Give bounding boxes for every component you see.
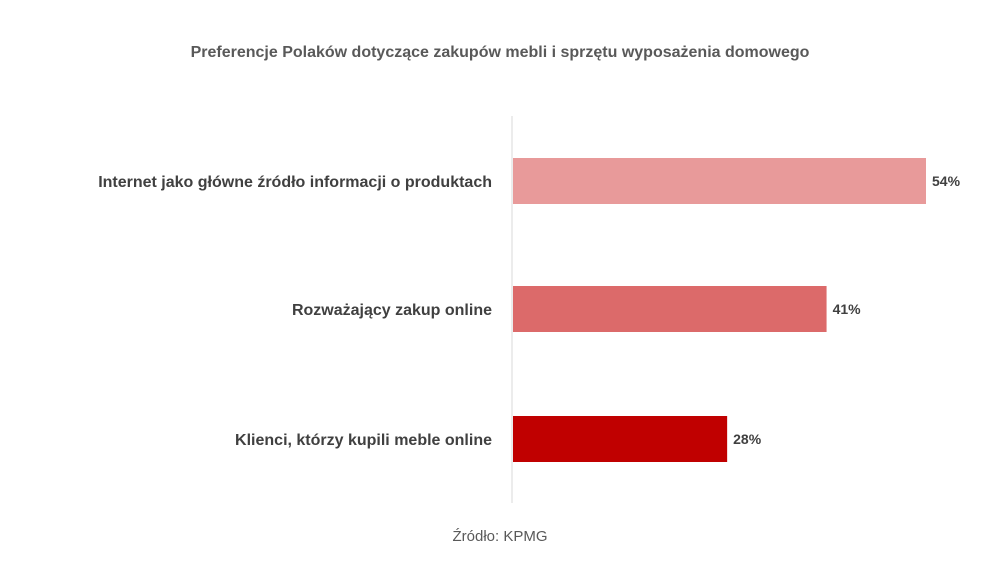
bar-2 bbox=[513, 286, 827, 332]
data-label-3: 28% bbox=[733, 431, 762, 447]
bar-3 bbox=[513, 416, 728, 462]
data-label-1: 54% bbox=[932, 173, 961, 189]
bar-1 bbox=[513, 158, 926, 204]
category-label-1: Internet jako główne źródło informacji o… bbox=[98, 174, 492, 191]
category-label-2: Rozważający zakup online bbox=[292, 302, 492, 319]
data-label-2: 41% bbox=[833, 301, 862, 317]
chart-title: Preferencje Polaków dotyczące zakupów me… bbox=[190, 44, 810, 61]
chart-source: Źródło: KPMG bbox=[452, 528, 548, 545]
category-label-3: Klienci, którzy kupili meble online bbox=[235, 432, 492, 449]
